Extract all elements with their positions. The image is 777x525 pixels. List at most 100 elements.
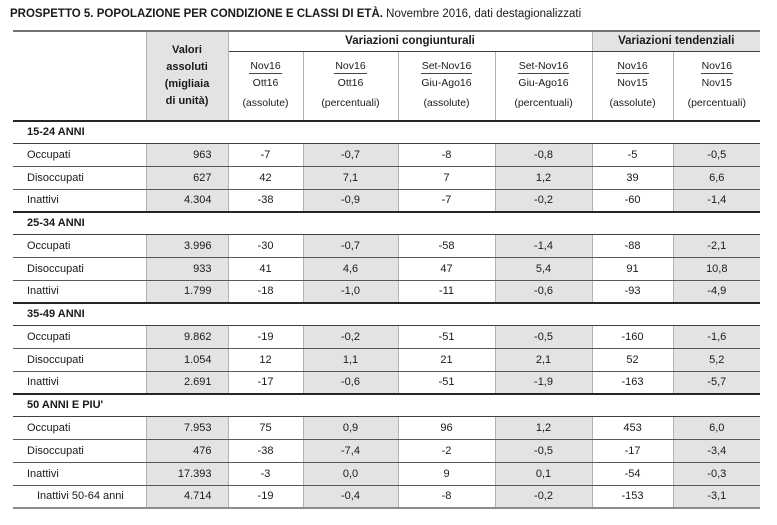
cell-value: 3.996 [145,234,228,258]
cell-value: -1,6 [672,325,761,349]
column-group-variazioni-congiunturali: Variazioni congiunturali [228,31,593,52]
period-denominator: Nov15 [617,76,648,89]
table-row: Occupati 963 -7 -0,7 -8 -0,8 -5 -0,5 [13,143,761,167]
table-body: 15-24 ANNI Occupati 963 -7 -0,7 -8 -0,8 -5 -0,5 D… [13,120,761,509]
cell-value: -54 [591,462,674,486]
table-row: Inattivi 50-64 anni 4.714 -19 -0,4 -8 -0,2 -15… [13,485,761,509]
table-title-main: PROSPETTO 5. POPOLAZIONE PER CONDIZIONE … [10,8,383,20]
cell-value: 5,4 [494,257,593,281]
cell-value: 453 [591,416,674,440]
cell-value: -17 [591,439,674,463]
period-numerator: Nov16 [334,59,367,74]
cell-value: -58 [397,234,495,258]
table-header: Valori assoluti (migliaia di unità) Vari… [13,31,761,122]
cell-value: 39 [591,166,674,190]
condition-label: Disoccupati [13,348,146,372]
measure-kind: (assolute) [242,96,289,109]
cell-value: 10,8 [672,257,761,281]
cell-value: -0,5 [672,143,761,167]
measure-kind: (percentuali) [321,96,380,109]
period-numerator: Set-Nov16 [517,59,570,74]
table-row: Occupati 9.862 -19 -0,2 -51 -0,5 -160 -1,6 [13,325,761,349]
column-header-valori-assoluti: Valori assoluti (migliaia di unità) [145,31,229,122]
period-denominator: Ott16 [337,76,364,89]
cell-value: 12 [227,348,303,372]
condition-label: Occupati [13,143,146,167]
cell-value: 0,1 [494,462,593,486]
measure-kind: (percentuali) [514,96,573,109]
table-title-subtitle: Novembre 2016, dati destagionalizzati [386,8,582,20]
table-row: Occupati 3.996 -30 -0,7 -58 -1,4 -88 -2,1 [13,234,761,258]
cell-value: -7,4 [302,439,398,463]
period-numerator: Nov16 [700,59,733,74]
period-numerator: Nov16 [616,59,649,74]
period-fraction: Set-Nov16 Giu-Ago16 (assolute) [399,52,495,109]
cell-value: -51 [397,325,495,349]
condition-label: Occupati [13,325,146,349]
period-denominator: Nov15 [701,76,732,89]
column-header-setnov16-giuago16-percentuali: Set-Nov16 Giu-Ago16 (percentuali) [494,51,593,122]
cell-value: 9 [397,462,495,486]
measure-kind: (percentuali) [687,96,746,109]
cell-value: 7.953 [145,416,228,440]
cell-value: -88 [591,234,674,258]
cell-value: -0,7 [302,143,398,167]
cell-value: -17 [227,371,303,395]
column-group-variazioni-tendenziali: Variazioni tendenziali [591,31,761,52]
cell-value: 476 [145,439,228,463]
cell-value: 4,6 [302,257,398,281]
cell-value: 5,2 [672,348,761,372]
measure-kind: (assolute) [423,96,470,109]
cell-value: 933 [145,257,228,281]
cell-value: -38 [227,189,303,213]
period-fraction: Nov16 Ott16 (percentuali) [304,52,398,109]
cell-value: 4.304 [145,189,228,213]
period-fraction: Nov16 Ott16 (assolute) [229,52,303,109]
condition-label: Disoccupati [13,257,146,281]
cell-value: 1.799 [145,280,228,304]
cell-value: -0,5 [494,325,593,349]
condition-label: Occupati [13,234,146,258]
measure-kind: (assolute) [609,96,656,109]
cell-value: 2.691 [145,371,228,395]
age-group-label: 15-24 ANNI [13,120,761,144]
condition-label: Inattivi [13,189,146,213]
table-row: Disoccupati 476 -38 -7,4 -2 -0,5 -17 -3,4 [13,439,761,463]
table-row: Disoccupati 933 41 4,6 47 5,4 91 10,8 [13,257,761,281]
cell-value: -30 [227,234,303,258]
cell-value: -0,4 [302,485,398,509]
table-row: Inattivi 1.799 -18 -1,0 -11 -0,6 -93 -4,9 [13,280,761,304]
cell-value: 1.054 [145,348,228,372]
cell-value: -2,1 [672,234,761,258]
cell-value: 2,1 [494,348,593,372]
column-header-nov16-nov15-assolute: Nov16 Nov15 (assolute) [591,51,674,122]
period-fraction: Nov16 Nov15 (percentuali) [674,52,761,109]
table-row: Occupati 7.953 75 0,9 96 1,2 453 6,0 [13,416,761,440]
age-group-label: 50 ANNI E PIU' [13,393,761,417]
cell-value: -1,9 [494,371,593,395]
cell-value: -0,5 [494,439,593,463]
cell-value: -0,7 [302,234,398,258]
cell-value: -11 [397,280,495,304]
corner-cell [13,31,146,121]
age-group-label: 35-49 ANNI [13,302,761,326]
cell-value: -93 [591,280,674,304]
age-group-row: 35-49 ANNI [13,302,761,326]
cell-value: 1,2 [494,416,593,440]
cell-value: -0,8 [494,143,593,167]
cell-value: -0,2 [302,325,398,349]
cell-value: 17.393 [145,462,228,486]
cell-value: 96 [397,416,495,440]
cell-value: -60 [591,189,674,213]
table-row: Disoccupati 627 42 7,1 7 1,2 39 6,6 [13,166,761,190]
table-row: Disoccupati 1.054 12 1,1 21 2,1 52 5,2 [13,348,761,372]
table-title: PROSPETTO 5. POPOLAZIONE PER CONDIZIONE … [0,0,777,30]
condition-label: Inattivi [13,371,146,395]
cell-value: 627 [145,166,228,190]
cell-value: 1,2 [494,166,593,190]
cell-value: 7 [397,166,495,190]
cell-value: -1,0 [302,280,398,304]
cell-value: -0,6 [494,280,593,304]
cell-value: -19 [227,485,303,509]
cell-value: -51 [397,371,495,395]
